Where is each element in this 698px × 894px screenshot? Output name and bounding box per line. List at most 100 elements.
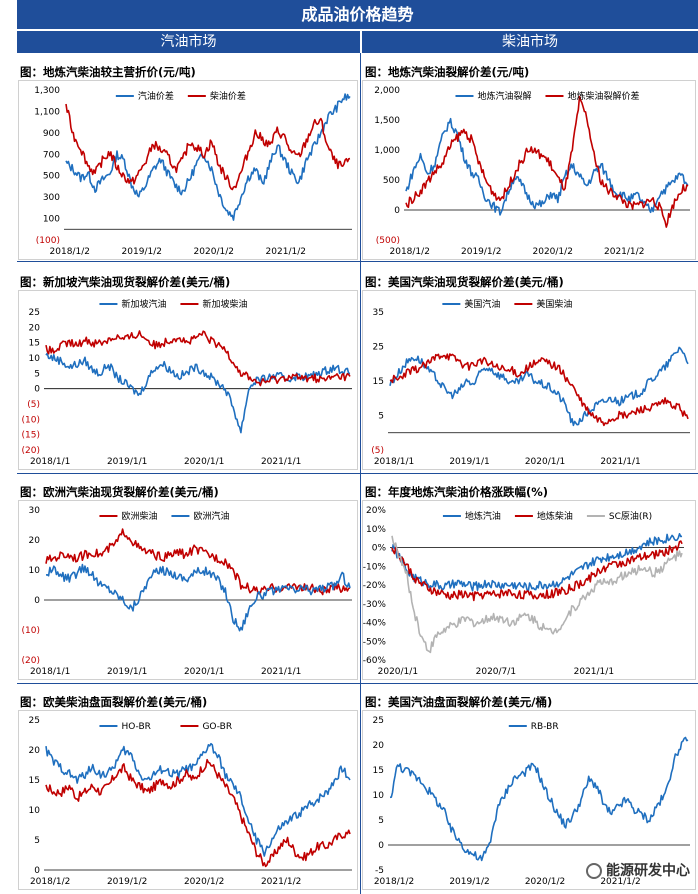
c7-ytick-label: 0: [34, 866, 40, 876]
c7-xtick-label: 2018/1/2: [30, 877, 70, 887]
c6-xtick-label: 2021/1/1: [574, 667, 614, 677]
row-divider: [17, 261, 698, 262]
c1-xtick-label: 2020/1/2: [194, 247, 234, 257]
c5-frame: [18, 500, 358, 680]
c1-xtick-label: 2018/1/2: [50, 247, 90, 257]
c3-legend-label: 新加坡柴油: [202, 298, 247, 310]
c1-ytick-label: 300: [43, 193, 60, 203]
c4-ytick-label: 5: [378, 412, 384, 422]
c2-series-1: [405, 95, 689, 228]
c3-ytick-label: (5): [27, 400, 40, 410]
c2-ytick-label: (500): [376, 236, 400, 246]
c4-ytick-label: 25: [373, 343, 384, 353]
c2-xtick-label: 2021/1/2: [604, 247, 644, 257]
c5-svg: (20) (10) 0 10 20 30 2018/1/1 2019/1/1 2020/1/1 2…: [18, 500, 358, 680]
c5-ytick-label: (20): [22, 656, 40, 666]
chart-c5: (20) (10) 0 10 20 30 2018/1/1 2019/1/1 2020/1/1 2…: [18, 500, 358, 680]
c8-ytick-label: 15: [373, 766, 384, 776]
c2-ytick-label: 1,500: [374, 116, 400, 126]
chart-title-c1: 图：地炼汽柴油较主营折价(元/吨): [20, 65, 196, 79]
c6-xtick-label: 2020/7/1: [476, 667, 516, 677]
c1-ytick-label: 900: [43, 129, 60, 139]
c3-series-0: [45, 352, 351, 434]
c4-xtick-label: 2018/1/1: [374, 457, 414, 467]
c4-legend-label: 美国汽油: [464, 298, 500, 310]
c5-ytick-label: 10: [29, 566, 41, 576]
c2-legend-label: 地炼柴油裂解价差: [567, 90, 639, 102]
chart-c8: -5 0 5 10 15 20 25 2018/1/2 2019/1/2 2020/1/2 2021…: [362, 710, 696, 890]
c4-ytick-label: 35: [373, 308, 384, 318]
c8-ytick-label: 25: [373, 716, 384, 726]
c5-ytick-label: 0: [34, 596, 40, 606]
c5-ytick-label: 30: [29, 506, 41, 516]
c7-ytick-label: 15: [29, 776, 40, 786]
c6-svg: -60% -50% -40% -30% -20% -10% 0% 10% 20% 2020/1/1…: [362, 500, 696, 680]
c8-ytick-label: -5: [375, 866, 384, 876]
chart-c7: 0 5 10 15 20 25 2018/1/2 2019/1/2 2020/1/2 2021/1…: [18, 710, 358, 890]
c4-ytick-label: (5): [371, 446, 384, 456]
c6-series-2: [391, 535, 683, 654]
c5-xtick-label: 2019/1/1: [107, 667, 147, 677]
c8-xtick-label: 2021/1/2: [600, 877, 640, 887]
c6-legend-label: 地炼柴油: [537, 510, 573, 522]
page-title: 成品油价格趋势: [17, 0, 698, 29]
c8-ytick-label: 10: [373, 791, 385, 801]
c5-series-1: [45, 563, 351, 632]
c7-series-0: [45, 742, 351, 857]
c1-xtick-label: 2021/1/2: [266, 247, 306, 257]
c6-ytick-label: 10%: [366, 525, 386, 535]
c6-ytick-label: -10%: [363, 562, 387, 572]
c6-legend-label: 地炼汽油: [465, 510, 501, 522]
c7-xtick-label: 2020/1/2: [184, 877, 224, 887]
chart-c6: -60% -50% -40% -30% -20% -10% 0% 10% 20% 2020/1/1…: [362, 500, 696, 680]
c5-xtick-label: 2018/1/1: [30, 667, 70, 677]
c6-ytick-label: 20%: [366, 506, 386, 516]
chart-c4: (5) 5 15 25 35 2018/1/1 2019/1/1 2020/1/1 2021/1…: [362, 290, 696, 470]
c7-xtick-label: 2021/1/2: [261, 877, 301, 887]
c8-xtick-label: 2019/1/2: [449, 877, 489, 887]
c2-frame: [362, 80, 696, 260]
c6-series-1: [391, 540, 683, 602]
watermark-text: 能源研发中心: [606, 863, 690, 879]
c3-xtick-label: 2019/1/1: [107, 457, 147, 467]
c6-ytick-label: 0%: [372, 544, 387, 554]
c8-series-0: [389, 736, 689, 862]
c1-xtick-label: 2019/1/2: [122, 247, 162, 257]
c1-ytick-label: 100: [43, 215, 60, 225]
c6-xtick-label: 2020/1/1: [378, 667, 418, 677]
c3-svg: (20) (15) (10) (5) 0 5 10 15 20 25 2018/1/1 2019/1/…: [18, 290, 358, 470]
row-divider: [17, 473, 698, 474]
c1-ytick-label: 500: [43, 172, 60, 182]
c4-xtick-label: 2019/1/1: [449, 457, 489, 467]
c3-xtick-label: 2018/1/1: [30, 457, 70, 467]
c1-legend-label: 柴油价差: [210, 90, 246, 102]
c3-legend-label: 新加坡汽油: [121, 298, 166, 310]
c1-ytick-label: (100): [36, 236, 60, 246]
c3-ytick-label: (20): [22, 446, 40, 456]
c8-xtick-label: 2020/1/2: [525, 877, 565, 887]
c2-svg: (500) 0 500 1,000 1,500 2,000 2018/1/2 2019/1/2…: [362, 80, 696, 260]
c3-series-1: [45, 330, 351, 387]
c6-series-0: [391, 532, 683, 592]
diesel-market-header: 柴油市场: [362, 31, 698, 53]
c3-ytick-label: (10): [22, 415, 40, 425]
c6-legend-label: SC原油(R): [609, 510, 652, 522]
c4-series-0: [389, 346, 689, 427]
c7-series-1: [45, 758, 351, 868]
row-divider: [17, 683, 698, 684]
chart-title-c4: 图：美国汽柴油现货裂解价差(美元/桶): [365, 275, 564, 289]
c7-ytick-label: 25: [29, 716, 40, 726]
c7-svg: 0 5 10 15 20 25 2018/1/2 2019/1/2 2020/1/2 2021/1…: [18, 710, 358, 890]
c7-legend-label: HO-BR: [121, 722, 150, 732]
c1-svg: (100) 100 300 500 700 900 1,100 1,300 2018/1/2 20…: [18, 80, 358, 260]
c3-ytick-label: 25: [29, 308, 40, 318]
c3-ytick-label: 10: [29, 354, 41, 364]
c1-ytick-label: 700: [43, 150, 60, 160]
c8-legend-label: RB-BR: [531, 722, 559, 732]
c1-frame: [18, 80, 358, 260]
c4-series-1: [389, 353, 689, 427]
chart-title-c2: 图：地炼汽柴油裂解价差(元/吨): [365, 65, 530, 79]
c5-legend-label: 欧洲汽油: [193, 510, 229, 522]
c5-xtick-label: 2021/1/1: [261, 667, 301, 677]
chart-title-c5: 图：欧洲汽柴油现货裂解价差(美元/桶): [20, 485, 219, 499]
